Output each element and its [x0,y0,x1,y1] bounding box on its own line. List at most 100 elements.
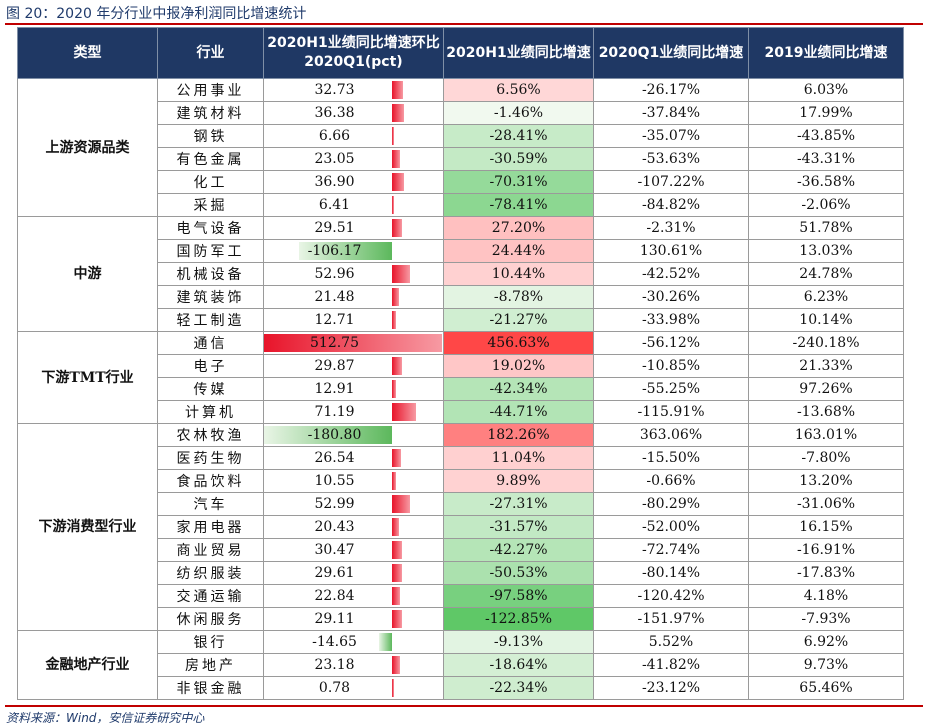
y2019-cell: -13.68% [748,400,904,424]
qoq-value: 52.99 [314,496,355,512]
table-row: 下游TMT行业 通信 512.75 456.63% -56.12% -240.18% [17,331,904,424]
y2019-cell: 6.03% [748,78,904,102]
qoq-value: 36.38 [314,105,355,121]
industry-cell: 机械设备 [157,262,264,286]
industry-cell: 建筑材料 [157,101,264,125]
qoq-cell: 36.38 [263,101,444,125]
q1-cell: -42.52% [593,262,749,286]
qoq-cell: -106.17 [263,239,444,263]
y2019-cell: 21.33% [748,354,904,378]
h1-cell: -97.58% [443,584,594,608]
industry-cell: 传媒 [157,377,264,401]
h1-cell: -44.71% [443,400,594,424]
qoq-cell: -14.65 [263,630,444,654]
qoq-value: 10.55 [314,473,355,489]
q1-cell: -120.42% [593,584,749,608]
y2019-cell: 65.46% [748,676,904,700]
qoq-cell: 29.51 [263,216,444,240]
qoq-value: 32.73 [314,82,355,98]
qoq-value: -14.65 [312,634,357,650]
y2019-cell: 10.14% [748,308,904,332]
qoq-data-bar [392,495,410,513]
q1-cell: -26.17% [593,78,749,102]
q1-cell: -56.12% [593,331,749,355]
qoq-data-bar [392,357,403,375]
qoq-data-bar [264,426,392,444]
source-note: 资料来源：Wind，安信证券研究中心 [6,711,205,725]
table-row: 建筑材料 36.38 -1.46% -37.84% 17.99% [18,101,904,125]
y2019-cell: -17.83% [748,561,904,585]
qoq-cell: 0.78 [263,676,444,700]
qoq-cell: 23.05 [263,147,444,171]
qoq-data-bar [392,104,405,122]
qoq-data-bar [392,610,402,628]
h1-cell: -30.59% [443,147,594,171]
industry-cell: 商业贸易 [157,538,264,562]
qoq-value: 512.75 [310,335,359,351]
table-row: 医药生物 26.54 11.04% -15.50% -7.80% [18,446,904,470]
y2019-cell: 16.15% [748,515,904,539]
qoq-cell: 52.99 [263,492,444,516]
h1-cell: -18.64% [443,653,594,677]
q1-cell: -30.26% [593,285,749,309]
table-row: 中游 电气设备 29.51 27.20% -2.31% 51.78% [17,216,904,332]
q1-cell: -151.97% [593,607,749,631]
industry-cell: 电气设备 [157,216,264,240]
q1-cell: 363.06% [593,423,749,447]
qoq-value: 12.71 [314,312,355,328]
industry-cell: 化工 [157,170,264,194]
header-h1: 2020H1业绩同比增速 [443,27,594,79]
y2019-cell: 97.26% [748,377,904,401]
industry-cell: 房地产 [157,653,264,677]
category-cell: 中游 [17,216,158,332]
qoq-cell: 23.18 [263,653,444,677]
table-row: 计算机 71.19 -44.71% -115.91% -13.68% [18,400,904,424]
qoq-value: 22.84 [314,588,355,604]
y2019-cell: 24.78% [748,262,904,286]
q1-cell: -115.91% [593,400,749,424]
qoq-value: 29.11 [314,611,355,627]
h1-cell: -50.53% [443,561,594,585]
h1-cell: -42.34% [443,377,594,401]
industry-cell: 休闲服务 [157,607,264,631]
qoq-data-bar [392,541,403,559]
qoq-value: 29.87 [314,358,355,374]
qoq-value: -180.80 [307,427,362,443]
qoq-data-bar [392,449,401,467]
industry-cell: 钢铁 [157,124,264,148]
table-row: 采掘 6.41 -78.41% -84.82% -2.06% [18,193,904,217]
qoq-data-bar [392,265,410,283]
industry-cell: 家用电器 [157,515,264,539]
h1-cell: 24.44% [443,239,594,263]
qoq-cell: 22.84 [263,584,444,608]
qoq-value: 20.43 [314,519,355,535]
y2019-cell: 9.73% [748,653,904,677]
h1-cell: 9.89% [443,469,594,493]
qoq-cell: 71.19 [263,400,444,424]
y2019-cell: -2.06% [748,193,904,217]
table-row: 食品饮料 10.55 9.89% -0.66% 13.20% [18,469,904,493]
table-row: 有色金属 23.05 -30.59% -53.63% -43.31% [18,147,904,171]
qoq-cell: 36.90 [263,170,444,194]
h1-cell: -31.57% [443,515,594,539]
y2019-cell: 4.18% [748,584,904,608]
bottom-rule [5,705,923,707]
qoq-data-bar [392,656,400,674]
table-row: 家用电器 20.43 -31.57% -52.00% 16.15% [18,515,904,539]
industry-cell: 农林牧渔 [157,423,264,447]
industry-cell: 非银金融 [157,676,264,700]
qoq-value: 21.48 [314,289,355,305]
qoq-value: 52.96 [314,266,355,282]
qoq-value: 6.41 [318,197,351,213]
table-body: 上游资源品类 公用事业 32.73 6.56% -26.17% 6.03% 建筑材料 36.3… [17,78,904,700]
h1-cell: -78.41% [443,193,594,217]
qoq-value: 30.47 [314,542,355,558]
h1-cell: 6.56% [443,78,594,102]
qoq-value: 71.19 [314,404,355,420]
header-type: 类型 [17,27,158,79]
y2019-cell: 163.01% [748,423,904,447]
y2019-cell: 6.23% [748,285,904,309]
table-row: 轻工制造 12.71 -21.27% -33.98% 10.14% [18,308,904,332]
qoq-data-bar [392,679,394,697]
qoq-value: 26.54 [314,450,355,466]
